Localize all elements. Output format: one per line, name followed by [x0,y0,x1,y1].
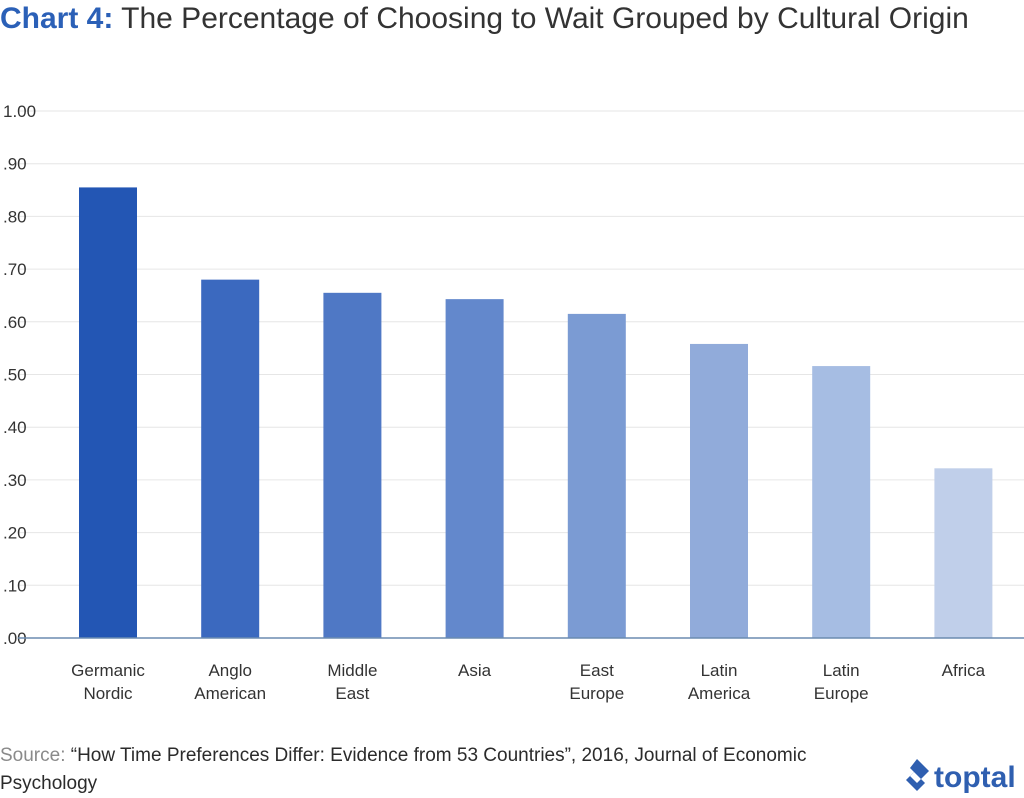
x-category-label-line: American [194,684,266,703]
x-category-label-line: Anglo [208,661,251,680]
x-category-label-line: East [335,684,369,703]
y-axis-ticks: .00 .10 .20 .30 .40 .50 .60 .70 .80 .90 1.00 [3,102,36,648]
x-category-label-line: Europe [814,684,869,703]
x-category-label-line: America [688,684,751,703]
x-category-label: Anglo American [194,661,266,703]
bar [934,468,993,638]
chart-title-prefix: Chart 4: [0,2,114,35]
y-tick-label: .90 [3,155,27,174]
source-text: “How Time Preferences Differ: Evidence f… [0,745,807,794]
x-category-label: Germanic Nordic [71,661,145,703]
x-category-label-line: Middle [327,661,377,680]
x-category-label: Asia [458,661,492,680]
chart-title-text: The Percentage of Choosing to Wait Group… [113,2,969,35]
x-category-label-line: Europe [569,684,624,703]
bar [323,292,382,638]
x-category-label: Africa [942,661,986,680]
x-category-label-line: Latin [701,661,738,680]
bar [690,343,748,638]
x-category-label: Latin America [688,661,751,703]
x-category-label-line: Germanic [71,661,145,680]
y-tick-label: .70 [3,260,27,279]
toptal-logo-icon [906,759,929,791]
x-category-label-line: Latin [823,661,860,680]
y-tick-label: 1.00 [3,102,36,121]
bar [445,299,504,638]
source-label: Source: [0,745,66,766]
y-tick-label: .30 [3,471,27,490]
y-tick-label: .00 [3,629,27,648]
chart-title: Chart 4: The Percentage of Choosing to W… [0,2,969,36]
y-tick-label: .40 [3,418,27,437]
bar [201,279,260,638]
toptal-logo: toptal [906,759,1016,794]
x-category-label: East Europe [569,661,624,703]
bar [79,187,137,639]
bar [812,366,871,638]
source-note: Source: “How Time Preferences Differ: Ev… [0,742,860,798]
bar [567,313,626,638]
x-category-label-line: Asia [458,661,492,680]
y-tick-label: .20 [3,524,27,543]
y-tick-label: .10 [3,576,27,595]
bars [79,187,993,639]
x-category-label-line: East [580,661,614,680]
x-category-label-line: Africa [942,661,986,680]
y-tick-label: .60 [3,313,27,332]
x-axis-categories: Germanic Nordic Anglo American Middle East Asi… [71,661,986,703]
bar-chart: .00 .10 .20 .30 .40 .50 .60 .70 .80 .90 1.00 Germa… [3,102,1024,703]
toptal-logo-text: toptal [934,761,1016,794]
x-category-label-line: Nordic [83,684,133,703]
x-category-label: Middle East [327,661,377,703]
y-tick-label: .80 [3,207,27,226]
y-tick-label: .50 [3,366,27,385]
x-category-label: Latin Europe [814,661,869,703]
gridlines [18,110,1024,586]
